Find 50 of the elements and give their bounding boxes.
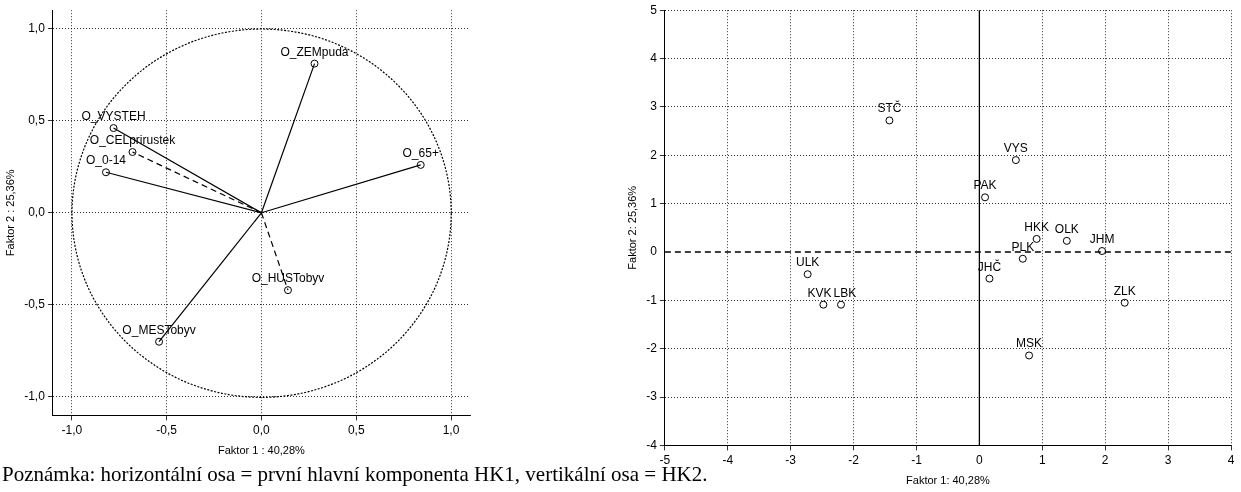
annotation: ZLK xyxy=(1113,283,1136,298)
annotation: LBK xyxy=(833,285,857,300)
y-tick-label: -1,0 xyxy=(24,389,46,404)
y-tick-label: 2 xyxy=(650,147,658,162)
y-axis-title: Faktor 2: 25,36% xyxy=(625,185,638,270)
y-tick-label: -3 xyxy=(646,389,658,404)
annotation: STČ xyxy=(877,100,902,116)
annotation: JHM xyxy=(1089,232,1115,247)
y-tick-label: 0,5 xyxy=(28,113,46,128)
annotation: VYS xyxy=(1003,141,1028,156)
annotation: O_0-14 xyxy=(85,153,127,168)
annotation: PLK xyxy=(1011,239,1035,254)
y-tick-label: 1 xyxy=(650,195,658,210)
x-tick-label: 4 xyxy=(1227,452,1235,467)
y-tick-label: 5 xyxy=(650,2,658,17)
annotation: O_VYSTEH xyxy=(81,109,146,124)
y-axis-title: Faktor 2 : 25,36% xyxy=(3,169,16,257)
y-tick-label: 0,0 xyxy=(28,205,46,220)
annotation: KVK xyxy=(807,285,832,300)
annotation: OLK xyxy=(1054,221,1079,236)
annotation: MSK xyxy=(1016,336,1043,351)
annotation: O_HUSTobyv xyxy=(251,271,325,286)
y-tick-label: -1 xyxy=(646,292,658,307)
x-tick-label: -3 xyxy=(785,452,797,467)
y-tick-label: 3 xyxy=(650,99,658,114)
y-tick-label: -4 xyxy=(646,437,658,452)
x-axis-title: Faktor 1 : 40,28% xyxy=(218,444,306,457)
x-tick-label: -4 xyxy=(722,452,734,467)
annotation: O_ZEMpuda xyxy=(280,44,349,59)
y-tick-label: 4 xyxy=(650,50,658,65)
x-tick-label: 3 xyxy=(1164,452,1172,467)
x-tick-label: -2 xyxy=(848,452,860,467)
x-tick-label: 1,0 xyxy=(442,422,460,437)
y-tick-label: 1,0 xyxy=(28,20,46,35)
x-tick-label: 0,5 xyxy=(347,422,365,437)
x-tick-label: -0,5 xyxy=(156,422,178,437)
y-tick-label: 0 xyxy=(650,244,658,259)
x-tick-label: 0,0 xyxy=(253,422,271,437)
annotation: ULK xyxy=(795,255,820,270)
x-tick-label: 0 xyxy=(976,452,984,467)
x-tick-label: 2 xyxy=(1101,452,1109,467)
x-axis-title: Faktor 1: 40,28% xyxy=(906,474,991,487)
x-tick-label: -5 xyxy=(659,452,671,467)
annotation: O_65+ xyxy=(402,145,439,160)
y-tick-label: -0,5 xyxy=(24,297,46,312)
x-tick-label: -1 xyxy=(911,452,923,467)
annotation: HKK xyxy=(1024,219,1049,234)
x-tick-label: 1 xyxy=(1038,452,1046,467)
x-tick-label: -1,0 xyxy=(61,422,83,437)
y-tick-label: -2 xyxy=(646,341,658,355)
